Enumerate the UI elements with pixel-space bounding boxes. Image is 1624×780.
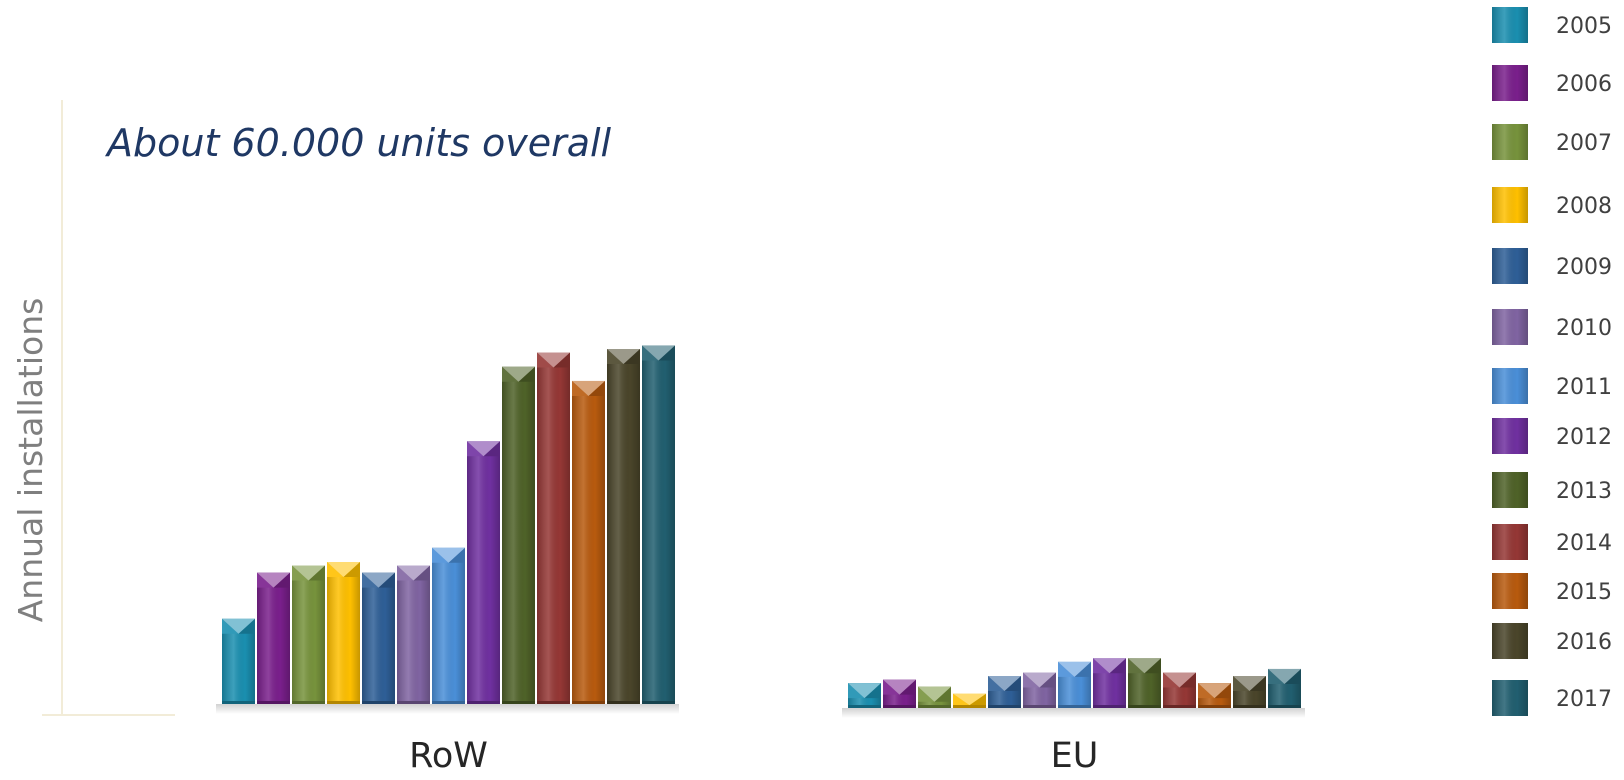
- legend-label: 2012: [1556, 425, 1612, 450]
- bar-group: [216, 345, 1305, 718]
- bar-eu-2008: [953, 693, 986, 708]
- legend-item-2013: 2013: [1492, 472, 1612, 508]
- legend-item-2009: 2009: [1492, 248, 1612, 284]
- legend-item-2015: 2015: [1492, 573, 1612, 609]
- bar-eu-2006: [883, 679, 916, 708]
- bar-row-2011: [432, 547, 465, 704]
- y-axis-label: Annual installations: [11, 298, 50, 623]
- bar-eu-2015: [1198, 683, 1231, 708]
- legend-label: 2015: [1556, 580, 1612, 605]
- bar-eu-2012: [1093, 658, 1126, 708]
- bar-eu-2009: [988, 676, 1021, 708]
- legend-label: 2007: [1556, 131, 1612, 156]
- bar-group-floor: [842, 708, 1305, 718]
- bar-row-2005: [222, 618, 255, 704]
- legend-item-2012: 2012: [1492, 418, 1612, 454]
- bar-eu-2005: [848, 683, 881, 708]
- bar-row-2016: [607, 349, 640, 704]
- bar-eu-2011: [1058, 661, 1091, 708]
- legend-label: 2006: [1556, 72, 1612, 97]
- legend-label: 2014: [1556, 531, 1612, 556]
- legend-label: 2016: [1556, 630, 1612, 655]
- bar-row-2008: [327, 562, 360, 704]
- legend-label: 2013: [1556, 479, 1612, 504]
- x-tick-label-eu: EU: [1051, 736, 1099, 776]
- bar-row-2014: [537, 352, 570, 704]
- x-tick-label-row: RoW: [409, 736, 488, 776]
- bar-row-2013: [502, 366, 535, 704]
- legend-item-2014: 2014: [1492, 524, 1612, 560]
- bar-eu-2016: [1233, 676, 1266, 708]
- bar-row-2015: [572, 380, 605, 704]
- legend-item-2010: 2010: [1492, 309, 1612, 345]
- bar-row-2017: [642, 345, 675, 704]
- bar-eu-2017: [1268, 668, 1301, 708]
- legend-item-2016: 2016: [1492, 623, 1612, 659]
- legend-label: 2009: [1556, 255, 1612, 280]
- legend-label: 2010: [1556, 316, 1612, 341]
- legend-item-2006: 2006: [1492, 65, 1612, 101]
- legend-item-2011: 2011: [1492, 368, 1612, 404]
- legend-label: 2017: [1556, 687, 1612, 712]
- bar-row-2009: [362, 572, 395, 704]
- legend-item-2008: 2008: [1492, 187, 1612, 223]
- bar-row-2012: [467, 441, 500, 704]
- legend-label: 2008: [1556, 194, 1612, 219]
- bar-eu-2014: [1163, 672, 1196, 708]
- bar-eu-2010: [1023, 672, 1056, 708]
- legend-label: 2011: [1556, 375, 1612, 400]
- bar-row-2006: [257, 572, 290, 704]
- legend: 2005 2006 2007 2008 2009 2010 2011 2012 2013 2014…: [1492, 7, 1612, 716]
- legend-item-2005: 2005: [1492, 7, 1612, 43]
- legend-label: 2005: [1556, 14, 1612, 39]
- bar-group-floor: [216, 704, 679, 714]
- bar-eu-2007: [918, 686, 951, 708]
- bar-row-2007: [292, 565, 325, 704]
- chart-annotation: About 60.000 units overall: [104, 121, 612, 165]
- x-axis-labels: RoW EU: [409, 736, 1098, 776]
- legend-item-2017: 2017: [1492, 680, 1612, 716]
- bar-row-2010: [397, 565, 430, 704]
- legend-item-2007: 2007: [1492, 124, 1612, 160]
- bar-eu-2013: [1128, 658, 1161, 708]
